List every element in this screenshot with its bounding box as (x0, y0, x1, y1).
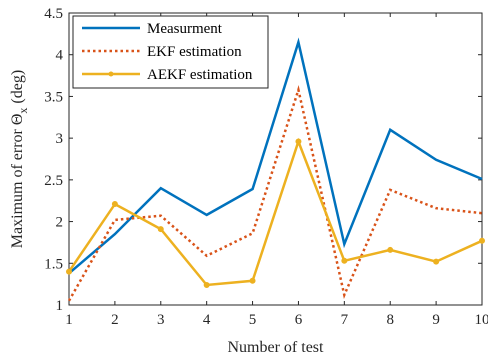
y-axis-label: Maximum of error Θx (deg) (9, 70, 30, 248)
series-line-2 (67, 137, 483, 287)
y-tick-label: 2.5 (44, 173, 63, 189)
y-tick-label: 2 (56, 215, 64, 231)
series-point (157, 226, 164, 233)
legend-label: AEKF estimation (147, 67, 253, 83)
series-point (295, 138, 302, 145)
y-tick-label: 1.5 (44, 256, 63, 272)
series-point (387, 246, 394, 253)
y-axis-label-subscript: x (16, 108, 30, 114)
series-point (66, 268, 72, 275)
series-point (111, 201, 118, 208)
y-axis-label-main: Maximum of error Θ (9, 114, 26, 249)
series-point (433, 258, 440, 265)
x-tick-label: 6 (295, 312, 303, 328)
series-lines (66, 37, 485, 302)
y-tick-label: 4 (56, 48, 64, 64)
x-tick-label: 10 (475, 312, 488, 328)
x-tick-label: 2 (111, 312, 119, 328)
x-tick-label: 9 (432, 312, 440, 328)
axis-ticks: 1 2 3 4 5 6 7 8 9 10 1 1.5 2 2.5 3 3.5 4 4.5 (44, 6, 488, 328)
x-axis-label: Number of test (228, 339, 325, 356)
series-point (249, 277, 256, 284)
y-axis-label-unit: (deg) (9, 70, 26, 108)
x-tick-label: 1 (65, 312, 73, 328)
x-tick-label: 5 (249, 312, 257, 328)
series-point (203, 281, 210, 288)
y-tick-label: 1 (56, 298, 64, 314)
y-tick-label: 4.5 (44, 6, 63, 22)
series-point (479, 237, 485, 244)
legend-swatch-marker (108, 71, 114, 77)
legend-label: EKF estimation (147, 44, 242, 60)
legend: Measurment EKF estimation AEKF estimation (72, 15, 269, 89)
x-tick-label: 8 (386, 312, 394, 328)
x-tick-label: 7 (341, 312, 349, 328)
series-point (341, 257, 348, 264)
y-tick-label: 3.5 (44, 89, 63, 105)
series-line-0 (68, 37, 483, 275)
y-tick-label: 3 (56, 131, 64, 147)
legend-label: Measurment (147, 21, 223, 37)
x-tick-label: 4 (203, 312, 211, 328)
x-tick-label: 3 (157, 312, 165, 328)
